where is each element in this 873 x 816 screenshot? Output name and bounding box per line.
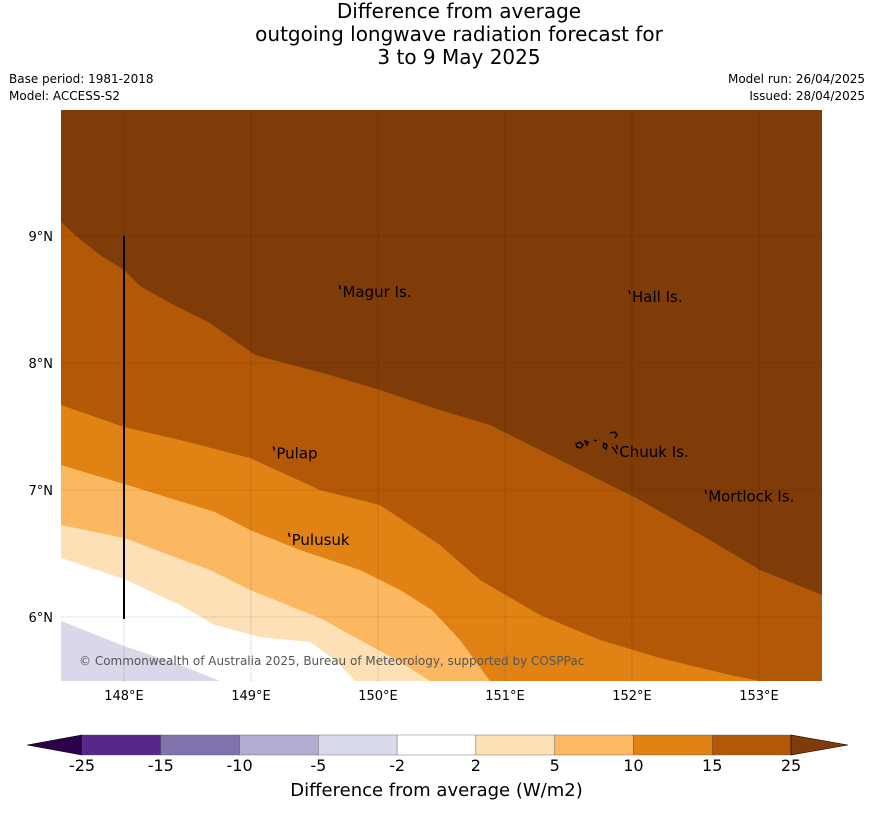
colorbar-tick-label: 15: [702, 756, 722, 775]
lon-tick-label: 152°E: [612, 689, 652, 704]
place-label: Mortlock Is.: [708, 488, 794, 506]
colorbar-tick-label: -10: [226, 756, 252, 775]
issued-date: Issued: 28/04/2025: [749, 89, 865, 103]
colorbar-segment: [396, 734, 477, 756]
lat-tick-label: 8°N: [29, 357, 54, 372]
colorbar-segment: [712, 734, 792, 756]
colorbar-tick-label: 2: [471, 756, 481, 775]
colorbar-tick-label: 10: [623, 756, 643, 775]
title-line-2: outgoing longwave radiation forecast for: [255, 22, 663, 46]
map-grid: [61, 110, 822, 681]
colorbar-tick-label: -5: [310, 756, 326, 775]
lon-tick-label: 148°E: [104, 689, 144, 704]
colorbar-segment: [160, 734, 240, 756]
title-line-3: 3 to 9 May 2025: [377, 45, 541, 69]
colorbar-segment: [554, 734, 634, 756]
island-marker: [287, 532, 291, 537]
colorbar-extend-high: [790, 734, 849, 756]
lon-tick-label: 149°E: [231, 689, 271, 704]
island-marker: [704, 489, 707, 494]
lat-tick-label: 6°N: [29, 611, 54, 626]
copyright-notice: © Commonwealth of Australia 2025, Bureau…: [79, 654, 584, 668]
place-label: Pulusuk: [292, 531, 350, 549]
place-label: Chuuk Is.: [619, 443, 688, 461]
colorbar-segment: [318, 734, 398, 756]
colorbar-segment: [633, 734, 713, 756]
model-run: Model run: 26/04/2025: [727, 72, 865, 86]
colorbar-extend-low: [26, 734, 83, 756]
island-outlines: [575, 431, 618, 455]
title-line-1: Difference from average: [336, 0, 582, 23]
island-marker: [272, 446, 276, 451]
colorbar-tick-label: 5: [550, 756, 560, 775]
island-marker: [338, 284, 342, 290]
model-info: Base period: 1981-2018 Model: ACCESS-S2: [9, 71, 154, 105]
base-period: Base period: 1981-2018: [9, 72, 154, 86]
colorbar: -25 -15 -10 -5 -2 2 5 10 15 25: [26, 734, 849, 775]
contour-fills: [61, 110, 822, 681]
lat-tick-label: 7°N: [29, 484, 54, 499]
axis-ticks: 148°E 149°E 150°E 151°E 152°E 153°E 6°N 7°N 8°N 9…: [29, 230, 779, 704]
colorbar-segment: [475, 734, 555, 756]
model-name: Model: ACCESS-S2: [9, 89, 121, 103]
colorbar-tick-label: -25: [69, 756, 95, 775]
island-marker: [615, 444, 619, 450]
lon-tick-label: 153°E: [739, 689, 779, 704]
colorbar-tick-label: -15: [148, 756, 174, 775]
place-label: Hall Is.: [632, 288, 683, 306]
lon-tick-label: 150°E: [358, 689, 398, 704]
map-title: Difference from average outgoing longwav…: [0, 0, 873, 69]
colorbar-tick-label: -2: [389, 756, 405, 775]
place-label: Pulap: [276, 444, 317, 462]
island-marker: [628, 290, 631, 295]
place-labels: Magur Is. Hall Is. Pulap Chuuk Is. Mortlock …: [272, 283, 794, 549]
chuuk-lagoon-outline: [575, 431, 618, 455]
run-info: Model run: 26/04/2025 Issued: 28/04/2025: [728, 71, 865, 105]
colorbar-label: Difference from average (W/m2): [290, 780, 583, 801]
colorbar-segment: [239, 734, 319, 756]
band-minus10-minus5: [61, 621, 220, 681]
lat-tick-label: 9°N: [29, 230, 54, 245]
place-label: Magur Is.: [342, 283, 411, 301]
lon-tick-label: 151°E: [485, 689, 525, 704]
colorbar-tick-label: 25: [781, 756, 801, 775]
colorbar-segment: [81, 734, 161, 756]
